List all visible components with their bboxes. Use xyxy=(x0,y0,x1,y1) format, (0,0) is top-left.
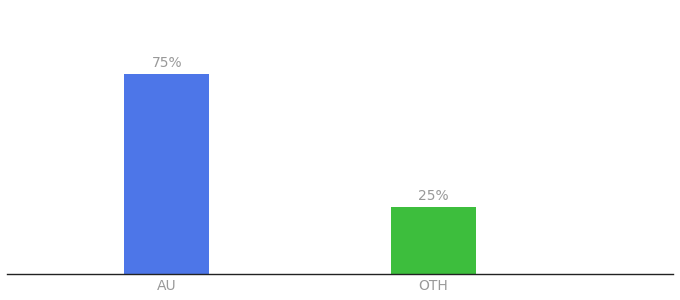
Bar xyxy=(390,207,476,274)
Text: 25%: 25% xyxy=(418,189,449,203)
Text: 75%: 75% xyxy=(152,56,182,70)
Bar xyxy=(124,74,209,274)
